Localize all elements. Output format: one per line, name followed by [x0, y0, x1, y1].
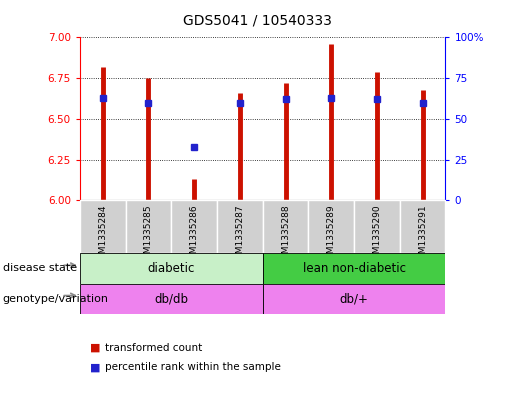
Text: transformed count: transformed count — [105, 343, 202, 353]
Text: GSM1335291: GSM1335291 — [418, 205, 427, 265]
Text: GSM1335289: GSM1335289 — [327, 205, 336, 265]
Text: percentile rank within the sample: percentile rank within the sample — [105, 362, 281, 373]
Bar — [126, 200, 171, 253]
Text: db/+: db/+ — [339, 292, 369, 305]
Bar — [80, 200, 126, 253]
Bar — [263, 284, 445, 314]
Bar — [80, 253, 263, 284]
Text: disease state: disease state — [3, 263, 77, 274]
Text: diabetic: diabetic — [148, 262, 195, 275]
Text: GSM1335286: GSM1335286 — [190, 205, 199, 265]
Text: lean non-diabetic: lean non-diabetic — [303, 262, 406, 275]
Text: db/db: db/db — [154, 292, 188, 305]
Bar — [400, 200, 445, 253]
Bar — [308, 200, 354, 253]
Text: GSM1335287: GSM1335287 — [235, 205, 244, 265]
Text: genotype/variation: genotype/variation — [3, 294, 109, 304]
Bar — [217, 200, 263, 253]
Bar — [263, 200, 308, 253]
Bar — [171, 200, 217, 253]
Bar — [263, 253, 445, 284]
Text: GSM1335285: GSM1335285 — [144, 205, 153, 265]
Text: ■: ■ — [90, 362, 100, 373]
Text: ■: ■ — [90, 343, 100, 353]
Text: GSM1335290: GSM1335290 — [372, 205, 382, 265]
Text: GSM1335288: GSM1335288 — [281, 205, 290, 265]
Text: GSM1335284: GSM1335284 — [98, 205, 107, 265]
Bar — [354, 200, 400, 253]
Text: GDS5041 / 10540333: GDS5041 / 10540333 — [183, 14, 332, 28]
Bar — [80, 284, 263, 314]
